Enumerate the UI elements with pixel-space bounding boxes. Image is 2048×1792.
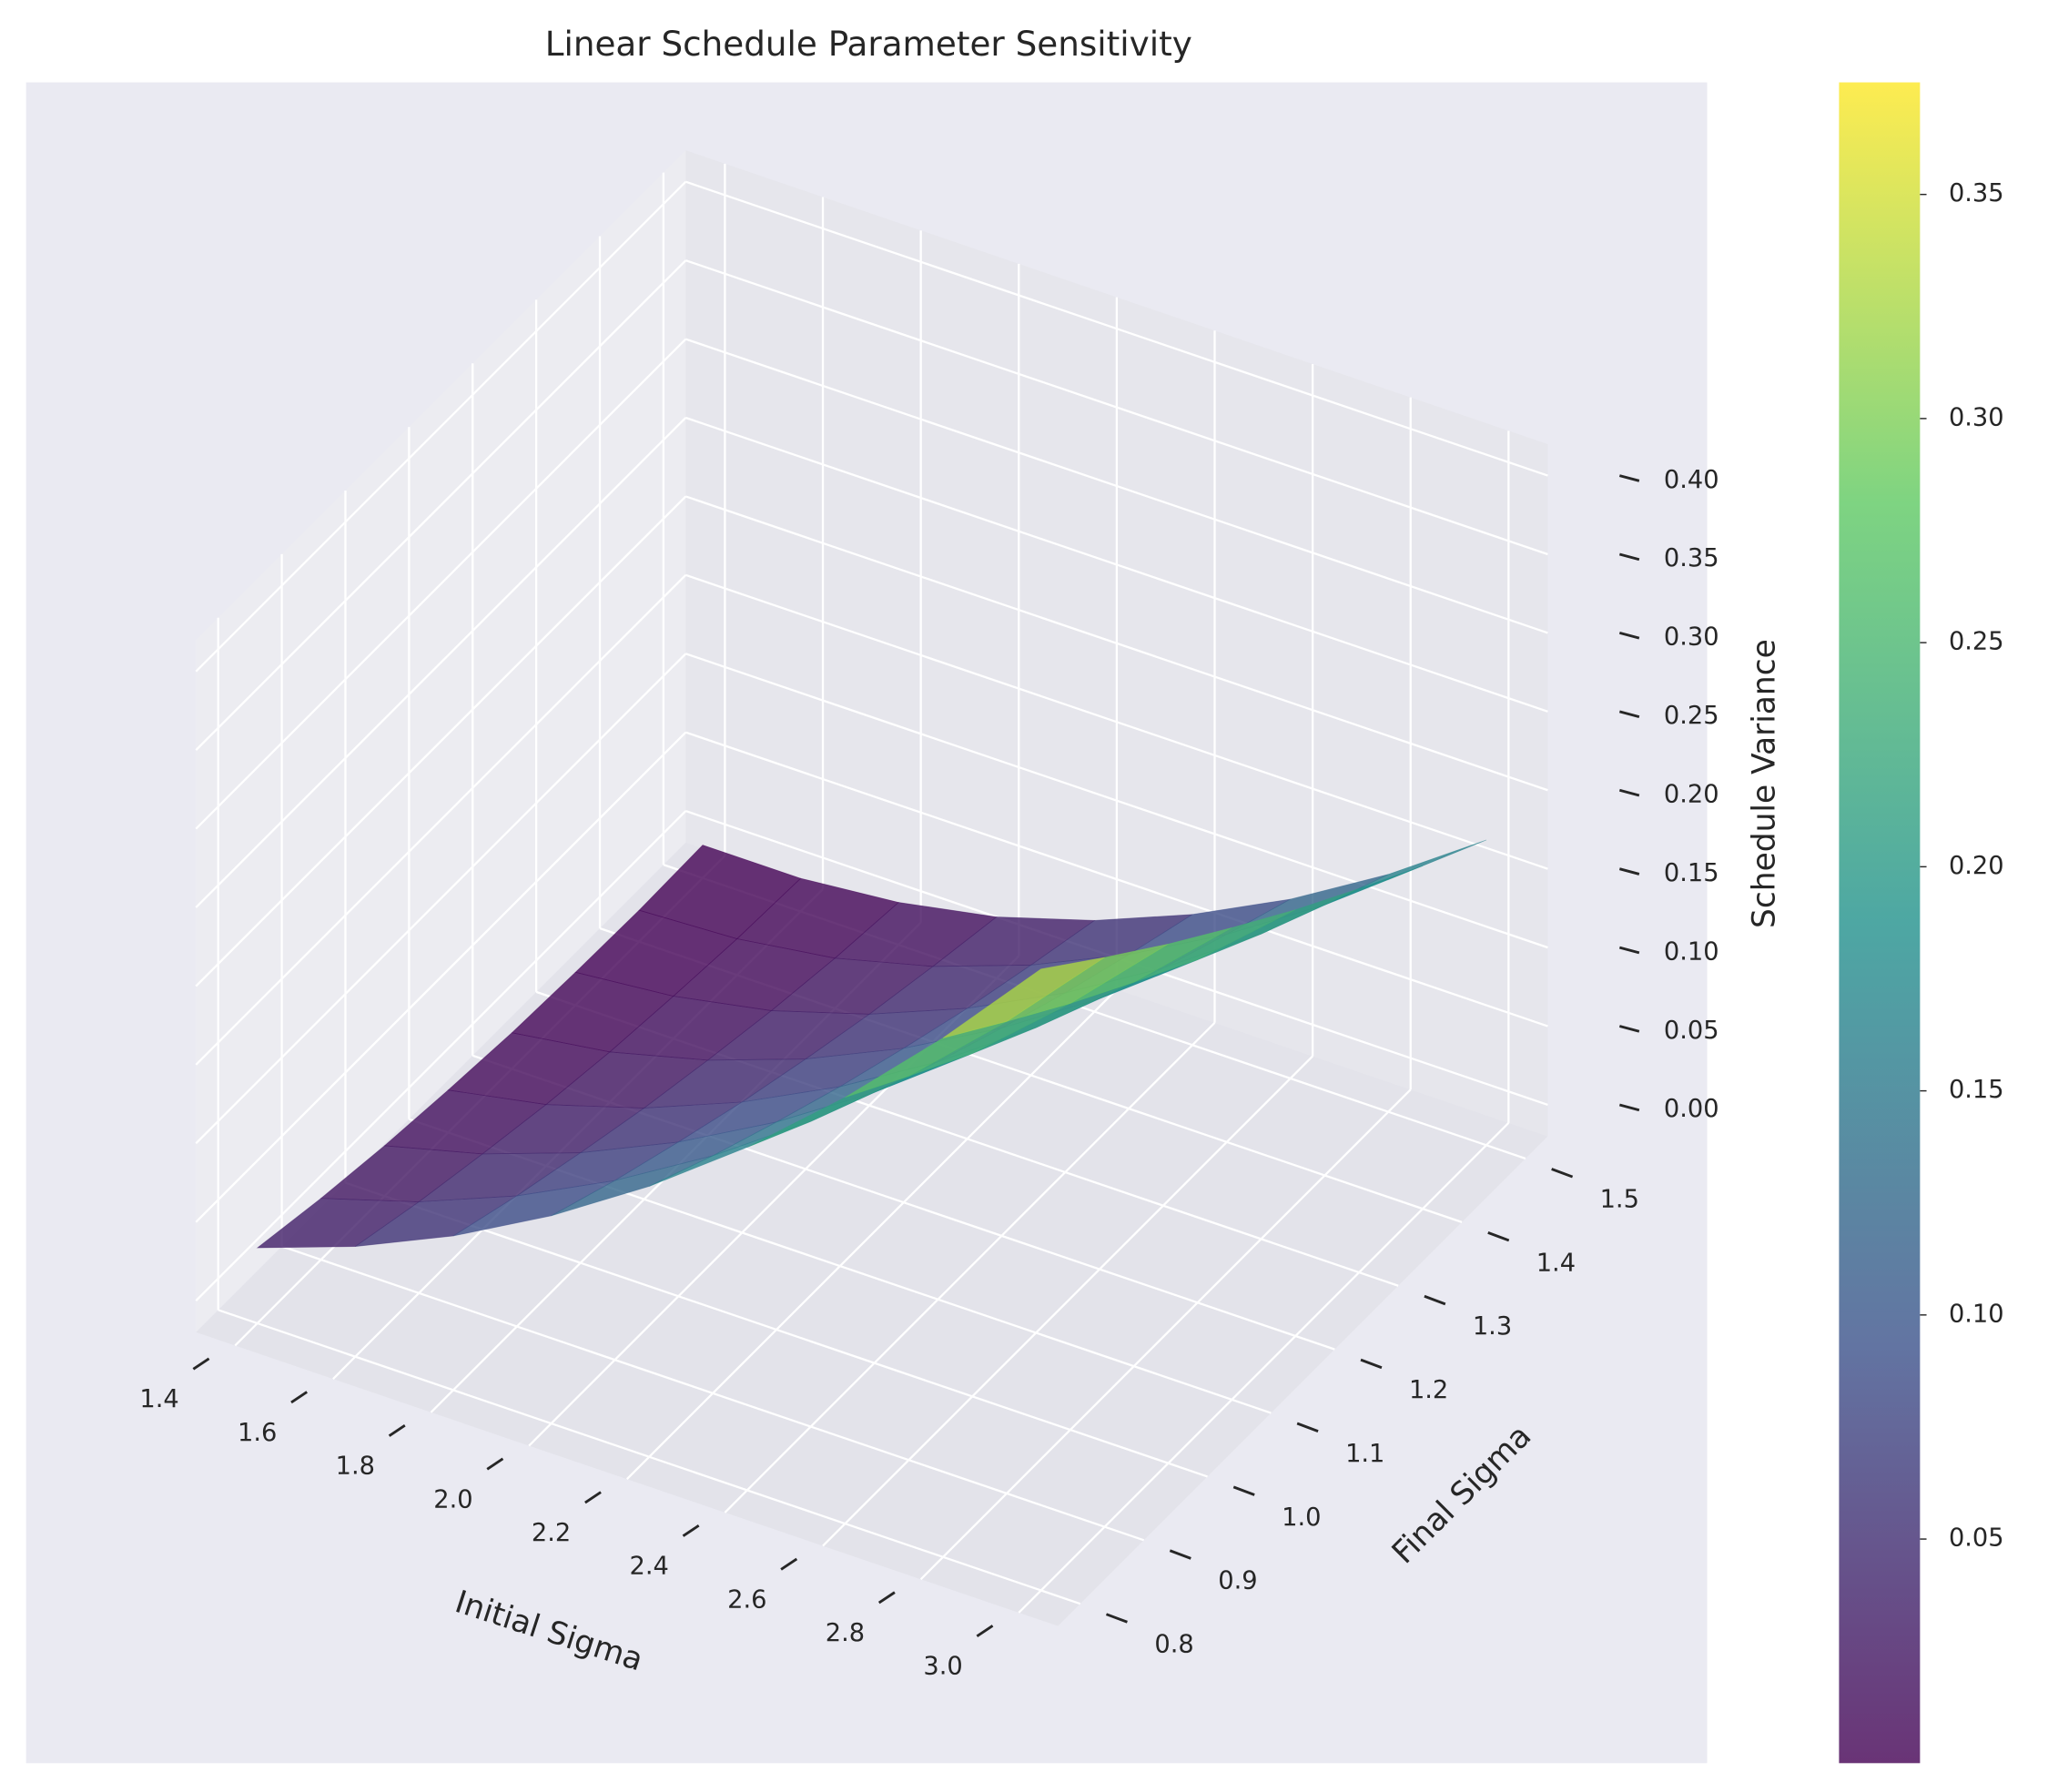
grid-line bbox=[684, 416, 1548, 713]
tick-mark bbox=[1618, 552, 1640, 562]
tick-mark bbox=[780, 1557, 798, 1571]
grid-line bbox=[684, 338, 1548, 634]
surface-patch bbox=[942, 957, 1105, 1038]
grid-line bbox=[822, 1055, 1313, 1547]
tick-mark bbox=[1618, 632, 1640, 640]
grid-line bbox=[1018, 1122, 1510, 1614]
tick-mark bbox=[1618, 710, 1640, 718]
colorbar-tick-label: 0.10 bbox=[1949, 1300, 2004, 1328]
colorbar-tick-label: 0.25 bbox=[1949, 628, 2004, 656]
x-tick-label: 1.6 bbox=[238, 1419, 277, 1447]
y-tick-label: 1.4 bbox=[1536, 1249, 1576, 1277]
z-tick-label: 0.00 bbox=[1664, 1095, 1719, 1123]
y-tick-label: 1.5 bbox=[1600, 1185, 1639, 1213]
colorbar-tick-label: 0.20 bbox=[1949, 852, 2004, 880]
grid-line bbox=[195, 731, 687, 1223]
z-tick-label: 0.35 bbox=[1664, 544, 1719, 572]
z-tick-label: 0.25 bbox=[1664, 702, 1719, 730]
y-tick-label: 0.9 bbox=[1218, 1567, 1257, 1595]
tick-mark bbox=[1551, 1168, 1574, 1179]
grid-line bbox=[195, 180, 687, 673]
grid-line bbox=[195, 810, 687, 1302]
grid-line bbox=[684, 495, 1548, 792]
z-tick-label: 0.10 bbox=[1664, 937, 1719, 966]
colorbar-tick-label: 0.30 bbox=[1949, 403, 2004, 431]
tick-mark bbox=[1296, 1422, 1319, 1433]
y-tick-label: 1.0 bbox=[1282, 1503, 1321, 1532]
tick-mark bbox=[1487, 1231, 1510, 1242]
grid-line bbox=[195, 417, 687, 908]
x-tick-label: 2.6 bbox=[727, 1585, 766, 1614]
z-tick-label: 0.20 bbox=[1664, 781, 1719, 809]
colorbar-tick-label: 0.05 bbox=[1949, 1524, 2004, 1553]
grid-line bbox=[345, 1181, 1208, 1478]
z-tick-label: 0.30 bbox=[1664, 623, 1719, 652]
tick-mark bbox=[388, 1423, 406, 1437]
z-axis-label: Schedule Variance bbox=[1747, 639, 1783, 928]
grid-line bbox=[684, 259, 1548, 556]
y-tick-label: 1.3 bbox=[1473, 1312, 1512, 1341]
grid-line bbox=[724, 1021, 1216, 1514]
grid-line bbox=[195, 653, 687, 1145]
tick-mark bbox=[1618, 788, 1640, 797]
grid-line bbox=[684, 653, 1548, 949]
grid-line bbox=[195, 574, 687, 1066]
grid-line bbox=[281, 1245, 1145, 1542]
tick-mark bbox=[877, 1591, 896, 1605]
y-tick-label: 1.2 bbox=[1409, 1376, 1448, 1404]
tick-mark bbox=[1360, 1358, 1383, 1370]
grid-line bbox=[684, 731, 1548, 1028]
tick-mark bbox=[584, 1491, 602, 1504]
grid-line bbox=[195, 495, 687, 987]
grid-line bbox=[919, 1088, 1412, 1581]
grid-line bbox=[684, 573, 1548, 870]
chart-title: Linear Schedule Parameter Sensitivity bbox=[545, 24, 1192, 64]
tick-mark bbox=[290, 1391, 309, 1404]
y-tick-label: 0.8 bbox=[1154, 1631, 1193, 1659]
tick-mark bbox=[1169, 1549, 1191, 1560]
x-tick-label: 2.2 bbox=[532, 1519, 571, 1547]
x-tick-label: 2.8 bbox=[826, 1619, 865, 1647]
colorbar bbox=[1839, 82, 1921, 1764]
tick-mark bbox=[1618, 474, 1640, 482]
colorbar-tick-label: 0.35 bbox=[1949, 179, 2004, 208]
tick-mark bbox=[1105, 1613, 1128, 1624]
grid-line bbox=[195, 259, 687, 752]
tick-mark bbox=[1618, 867, 1640, 876]
tick-mark bbox=[486, 1457, 504, 1471]
tick-mark bbox=[1618, 1025, 1640, 1033]
tick-mark bbox=[1232, 1485, 1255, 1496]
grid-line bbox=[195, 338, 687, 830]
grid-line bbox=[625, 988, 1118, 1481]
z-tick-label: 0.40 bbox=[1664, 466, 1719, 494]
tick-mark bbox=[976, 1625, 994, 1637]
tick-mark bbox=[1424, 1294, 1446, 1306]
tick-mark bbox=[192, 1357, 210, 1371]
x-tick-label: 2.4 bbox=[629, 1553, 668, 1581]
z-tick-label: 0.05 bbox=[1664, 1017, 1719, 1045]
x-tick-label: 3.0 bbox=[923, 1653, 962, 1681]
x-tick-label: 1.4 bbox=[139, 1385, 178, 1413]
tick-mark bbox=[1618, 946, 1640, 955]
colorbar-tick-label: 0.15 bbox=[1949, 1076, 2004, 1104]
x-tick-label: 1.8 bbox=[336, 1453, 375, 1481]
tick-mark bbox=[682, 1524, 700, 1537]
x-tick-label: 2.0 bbox=[433, 1485, 472, 1514]
y-tick-label: 1.1 bbox=[1345, 1440, 1384, 1468]
grid-line bbox=[684, 180, 1548, 477]
z-tick-label: 0.15 bbox=[1664, 859, 1719, 887]
grid-line bbox=[218, 1309, 1081, 1605]
tick-mark bbox=[1618, 1103, 1640, 1112]
